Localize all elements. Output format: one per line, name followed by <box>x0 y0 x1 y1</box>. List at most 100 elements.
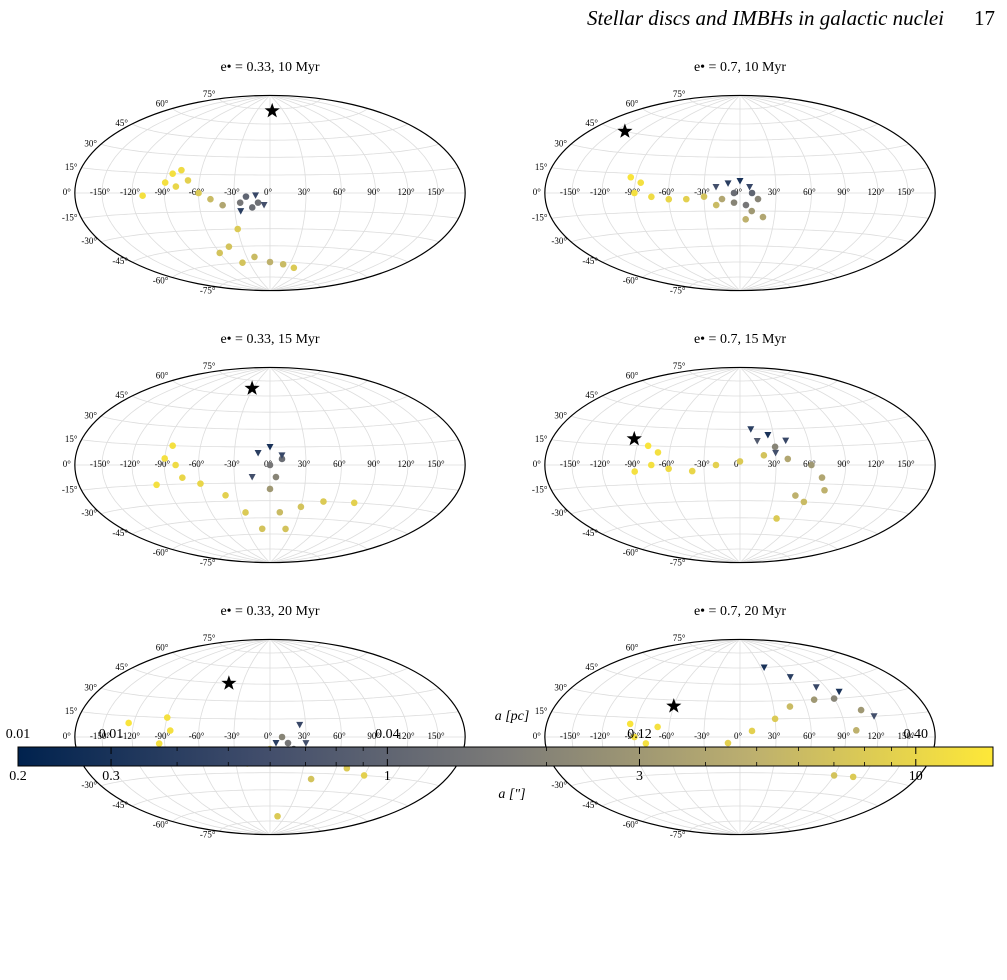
grid-line <box>642 805 838 822</box>
star-point <box>760 452 768 459</box>
grid-line <box>100 228 440 243</box>
lat-tick-label: -30° <box>81 236 97 246</box>
triangle-point <box>764 431 772 439</box>
colorbar-tick-label: 0.2 <box>9 769 27 784</box>
grid-line <box>570 687 910 702</box>
star-point <box>166 727 174 734</box>
lat-tick-label: -45° <box>112 528 128 538</box>
imbh-star <box>617 123 633 138</box>
star-point <box>278 733 286 741</box>
star-point <box>266 258 274 266</box>
lon-tick-label: -60° <box>659 187 675 197</box>
lat-tick-label: 75° <box>673 89 686 99</box>
lat-tick-label: -60° <box>623 820 639 830</box>
star-point <box>857 706 865 714</box>
star-point <box>742 201 750 209</box>
grid-line <box>100 500 440 515</box>
lat-tick-label: 0° <box>63 459 72 469</box>
star-point <box>172 183 180 190</box>
grid-line <box>81 210 459 219</box>
triangle-point <box>746 183 754 191</box>
star-point <box>748 727 756 735</box>
star-point <box>184 177 192 184</box>
lon-tick-label: -150° <box>560 731 580 741</box>
lat-tick-label: 15° <box>65 434 78 444</box>
lat-tick-label: -75° <box>670 285 686 295</box>
lon-tick-label: 60° <box>333 731 346 741</box>
lon-tick-label: -30° <box>224 459 240 469</box>
triangle-point <box>835 688 843 696</box>
lon-tick-label: 30° <box>768 187 781 197</box>
colorbar <box>17 746 994 767</box>
lon-tick-label: 30° <box>768 459 781 469</box>
lon-tick-label: 0° <box>734 731 743 741</box>
projection-outline <box>74 94 466 292</box>
lon-tick-label: -150° <box>90 731 110 741</box>
star-point <box>730 199 738 206</box>
lat-tick-label: 75° <box>203 633 216 643</box>
lon-tick-label: -150° <box>90 459 110 469</box>
lon-tick-label: 150° <box>427 459 445 469</box>
lon-tick-label: 120° <box>397 731 415 741</box>
lat-tick-label: 60° <box>626 371 639 381</box>
lon-tick-label: -120° <box>120 187 140 197</box>
lon-tick-label: 60° <box>333 187 346 197</box>
colorbar-tick-label: 1 <box>384 769 391 784</box>
star-point <box>771 715 779 723</box>
colorbar-tick-label: 3 <box>636 769 643 784</box>
star-point <box>808 461 815 469</box>
star-point <box>718 195 726 203</box>
imbh-star <box>264 102 280 118</box>
star-point <box>254 199 262 206</box>
lat-tick-label: 60° <box>156 643 169 653</box>
panel-title: e• = 0.33, 15 Myr <box>220 332 319 347</box>
colorbar-tick-label: 0.01 <box>6 727 31 742</box>
grid-line <box>642 108 838 125</box>
lon-tick-label: 120° <box>397 187 415 197</box>
panel: e• = 0.33, 15 Myr -150° -120° -90° -60° -30° 0… <box>62 332 466 567</box>
grid-line <box>551 482 929 491</box>
grid-line <box>100 772 440 787</box>
triangle-point <box>266 443 274 451</box>
colorbar-bottom-label: a ["] <box>498 787 525 802</box>
star-point <box>626 720 634 728</box>
lon-tick-label: 30° <box>298 731 311 741</box>
lat-tick-label: 75° <box>203 89 216 99</box>
lon-tick-label: -150° <box>560 459 580 469</box>
star-point <box>225 243 233 250</box>
grid-line <box>81 482 459 491</box>
star-point <box>830 695 838 702</box>
lat-tick-label: 15° <box>535 706 548 716</box>
lat-tick-label: -15° <box>62 484 78 494</box>
lon-tick-label: 120° <box>397 459 415 469</box>
lon-tick-label: -120° <box>590 731 610 741</box>
lon-tick-label: -30° <box>694 459 710 469</box>
lat-tick-label: 15° <box>65 706 78 716</box>
lon-tick-label: -90° <box>155 187 171 197</box>
star-point <box>251 253 258 261</box>
grid-line <box>551 167 929 176</box>
grid-line <box>601 245 879 263</box>
star-point <box>360 772 368 779</box>
lon-tick-label: -30° <box>694 187 710 197</box>
triangle-point <box>753 437 761 445</box>
star-point <box>163 714 171 721</box>
grid-line <box>570 143 910 158</box>
star-point <box>155 740 163 747</box>
star-point <box>648 193 655 201</box>
lat-tick-label: 60° <box>626 643 639 653</box>
grid-line <box>689 370 791 382</box>
star-point <box>320 498 327 505</box>
star-point <box>773 515 780 522</box>
lat-tick-label: -45° <box>582 256 598 266</box>
star-point <box>821 486 828 494</box>
star-point <box>688 467 696 475</box>
star-point <box>197 480 204 487</box>
colorbar-tick-label: 0.40 <box>904 727 929 742</box>
grid-line <box>570 415 910 430</box>
lat-tick-label: -75° <box>200 829 216 839</box>
lon-tick-label: 60° <box>333 459 346 469</box>
lon-tick-label: 150° <box>897 459 915 469</box>
panel-title: e• = 0.33, 10 Myr <box>220 60 319 75</box>
imbh-star <box>244 380 260 395</box>
